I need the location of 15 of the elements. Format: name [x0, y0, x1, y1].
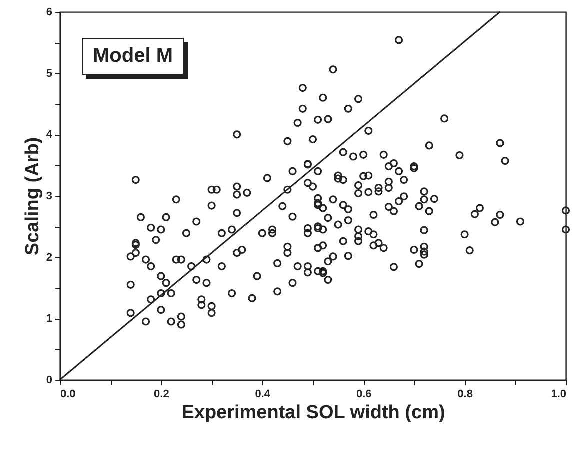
x-tick-label: 0.2 — [154, 388, 170, 400]
y-tick-label: 5 — [46, 68, 52, 80]
y-tick-label: 2 — [46, 252, 52, 264]
x-tick-label: 0.0 — [60, 388, 76, 400]
y-tick-label: 0 — [46, 374, 52, 386]
x-tick-label: 1.0 — [551, 388, 566, 400]
y-tick-label: 3 — [46, 190, 52, 202]
x-tick-label: 0.6 — [356, 388, 372, 400]
y-tick-label: 4 — [46, 129, 54, 142]
y-tick-label: 6 — [46, 6, 52, 18]
y-tick-label: 1 — [46, 313, 52, 326]
x-tick-label: 0.4 — [255, 388, 272, 400]
x-tick-label: 0.8 — [458, 388, 473, 400]
y-axis-title: Scaling (Arb) — [22, 137, 44, 256]
x-axis-title: Experimental SOL width (cm) — [182, 402, 446, 424]
